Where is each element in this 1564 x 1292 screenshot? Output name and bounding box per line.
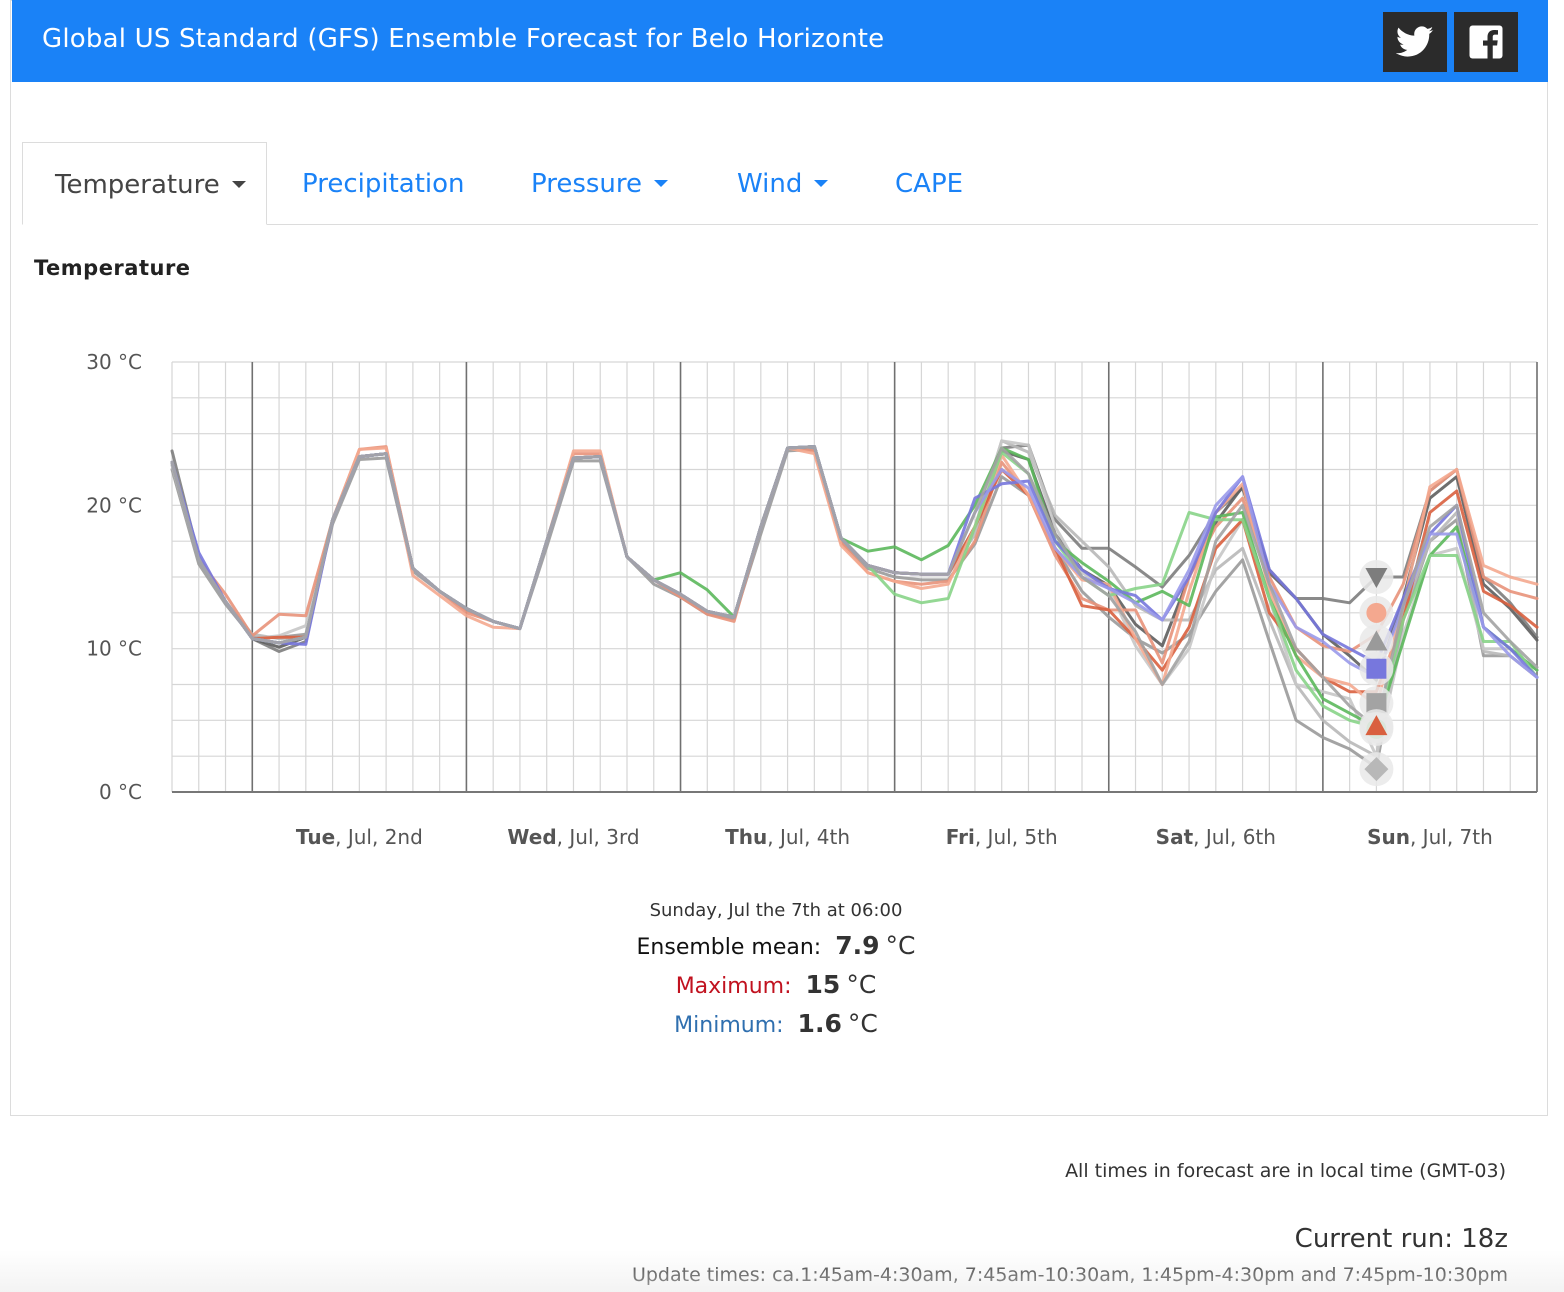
ensemble-series-line <box>170 445 1539 694</box>
temperature-chart[interactable]: 0 °C 10 °C 20 °C 30 °C Tue, Jul, 2nd Wed, Jul… <box>0 330 1564 870</box>
tooltip-min-label: Minimum: <box>674 1013 784 1038</box>
tooltip-max-unit: °C <box>846 970 877 999</box>
x-tick-label: Tue, Jul, 2nd <box>296 825 423 849</box>
chevron-down-icon <box>654 179 669 187</box>
tooltip-min-unit: °C <box>847 1009 878 1038</box>
tab-wind[interactable]: Wind <box>737 142 829 224</box>
twitter-icon <box>1396 26 1434 57</box>
twitter-share-button[interactable] <box>1383 12 1447 72</box>
series-marker <box>1365 630 1388 651</box>
ensemble-series-line <box>170 445 1539 729</box>
tooltip-mean-row: Ensemble mean: 7.9 °C <box>520 931 1032 960</box>
facebook-share-button[interactable] <box>1454 12 1518 72</box>
tab-pressure[interactable]: Pressure <box>531 142 669 224</box>
chevron-down-icon <box>814 179 829 187</box>
tooltip-min-row: Minimum: 1.6 °C <box>520 1009 1032 1038</box>
tab-cape[interactable]: CAPE <box>895 142 963 224</box>
tooltip-max-value: 15 <box>805 970 841 999</box>
header-bar: Global US Standard (GFS) Ensemble Foreca… <box>12 0 1548 82</box>
x-tick-label: Fri, Jul, 5th <box>946 825 1058 849</box>
timezone-note: All times in forecast are in local time … <box>1065 1160 1506 1182</box>
tooltip-mean-label: Ensemble mean: <box>636 935 822 960</box>
chevron-down-icon <box>231 180 246 188</box>
y-tick-label: 0 °C <box>99 780 142 804</box>
series-marker <box>1366 602 1387 623</box>
section-title: Temperature <box>34 256 191 280</box>
tab-temperature[interactable]: Temperature <box>22 142 267 225</box>
series-marker <box>1365 568 1388 588</box>
tooltip-mean-unit: °C <box>885 931 916 960</box>
tab-temperature-label: Temperature <box>55 170 220 200</box>
ensemble-series-line <box>170 443 1539 653</box>
tooltip-date: Sunday, Jul the 7th at 06:00 <box>649 900 903 921</box>
tooltip-min-value: 1.6 <box>797 1009 842 1038</box>
y-tick-label: 20 °C <box>86 493 142 517</box>
ensemble-series-line <box>170 445 1539 682</box>
y-tick-label: 10 °C <box>86 637 142 661</box>
tab-bar: Temperature Precipitation Pressure Wind … <box>22 142 1538 225</box>
x-tick-label: Wed, Jul, 3rd <box>507 825 639 849</box>
tab-precipitation[interactable]: Precipitation <box>302 142 465 224</box>
series-marker <box>1364 757 1389 782</box>
series-marker <box>1365 715 1388 736</box>
y-tick-label: 30 °C <box>86 350 142 374</box>
series-marker <box>1366 693 1387 714</box>
chart-tooltip: Sunday, Jul the 7th at 06:00 Ensemble me… <box>520 900 1032 1038</box>
series-marker <box>1366 658 1387 679</box>
tooltip-max-label: Maximum: <box>675 974 792 999</box>
tab-wind-label: Wind <box>737 169 803 199</box>
tab-cape-label: CAPE <box>895 169 964 199</box>
x-tick-label: Sat, Jul, 6th <box>1156 825 1276 849</box>
current-run: Current run: 18z <box>1294 1224 1508 1254</box>
update-times: Update times: ca.1:45am-4:30am, 7:45am-1… <box>631 1264 1508 1286</box>
page-title: Global US Standard (GFS) Ensemble Foreca… <box>42 24 885 54</box>
tooltip-max-row: Maximum: 15 °C <box>520 970 1032 999</box>
facebook-icon <box>1469 25 1503 59</box>
tab-pressure-label: Pressure <box>531 169 643 199</box>
x-tick-label: Sun, Jul, 7th <box>1367 825 1493 849</box>
tab-precipitation-label: Precipitation <box>302 169 465 199</box>
x-tick-label: Thu, Jul, 4th <box>725 825 850 849</box>
tooltip-mean-value: 7.9 <box>835 931 880 960</box>
